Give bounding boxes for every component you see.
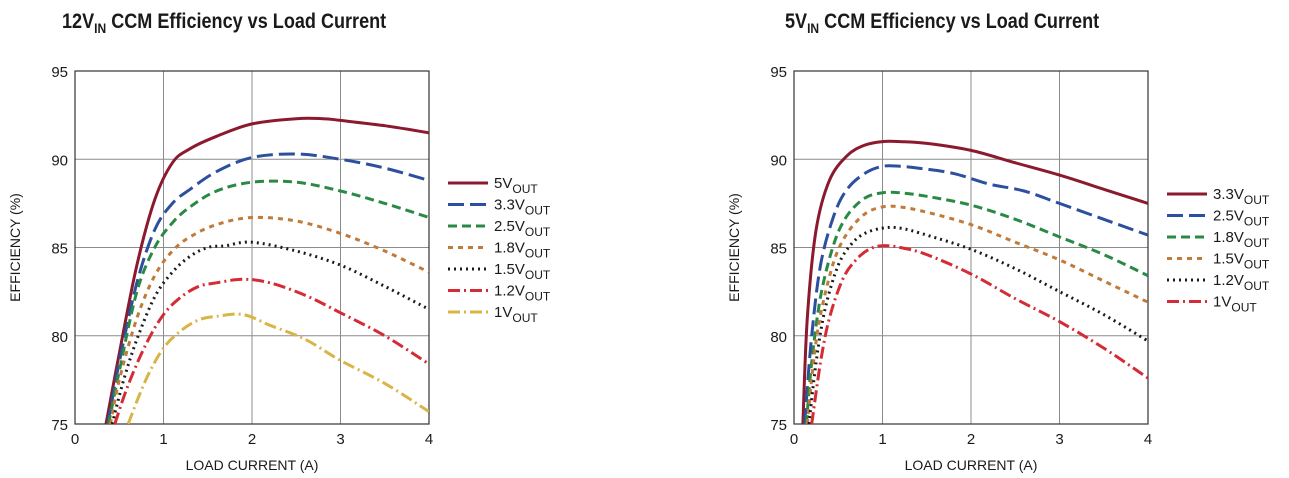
series-line-3-3vout bbox=[801, 139, 1148, 424]
y-tick-label: 85 bbox=[770, 241, 787, 258]
y-tick-label: 75 bbox=[51, 417, 68, 434]
legend-label: 2.5VOUT bbox=[1213, 208, 1270, 229]
x-tick-label: 3 bbox=[336, 431, 344, 448]
x-axis-label: LOAD CURRENT (A) bbox=[186, 457, 319, 473]
y-axis-label: EFFICIENCY (%) bbox=[7, 193, 23, 302]
series-line-1-8vout bbox=[804, 190, 1148, 424]
legend-label: 3.3VOUT bbox=[494, 197, 551, 218]
x-tick-label: 2 bbox=[248, 431, 256, 448]
legend-label: 3.3VOUT bbox=[1213, 186, 1270, 207]
y-tick-label: 95 bbox=[51, 64, 68, 81]
x-tick-label: 4 bbox=[425, 431, 433, 448]
legend-label: 1VOUT bbox=[494, 304, 538, 325]
series-line-1-2vout bbox=[807, 225, 1148, 424]
series-line-1vout bbox=[126, 312, 429, 424]
chart-1-title: 12VIN CCM Efficiency vs Load Current bbox=[62, 10, 387, 36]
x-tick-label: 1 bbox=[878, 431, 886, 448]
legend: 5VOUT3.3VOUT2.5VOUT1.8VOUT1.5VOUT1.2VOUT… bbox=[448, 175, 551, 325]
legend-label: 1.5VOUT bbox=[1213, 251, 1270, 272]
legend-label: 1.8VOUT bbox=[494, 240, 551, 261]
y-tick-label: 85 bbox=[51, 241, 68, 258]
x-tick-label: 2 bbox=[967, 431, 975, 448]
legend-label: 1.8VOUT bbox=[1213, 229, 1270, 250]
chart-2-title: 5VIN CCM Efficiency vs Load Current bbox=[785, 10, 1100, 36]
legend-label: 1.2VOUT bbox=[494, 283, 551, 304]
y-tick-label: 95 bbox=[770, 64, 787, 81]
x-tick-label: 0 bbox=[71, 431, 79, 448]
chart-2: 0 1 2 3 4 75 80 85 90 95 LOAD CURRENT (A) EFFICIENC… bbox=[726, 64, 1270, 473]
legend-label: 2.5VOUT bbox=[494, 218, 551, 239]
series-line-1vout bbox=[810, 244, 1148, 424]
y-tick-label: 75 bbox=[770, 417, 787, 434]
y-tick-label: 90 bbox=[770, 152, 787, 169]
y-tick-label: 80 bbox=[51, 329, 68, 346]
legend-label: 1.2VOUT bbox=[1213, 272, 1270, 293]
legend-label: 1.5VOUT bbox=[494, 261, 551, 282]
plot-frame bbox=[793, 70, 1149, 425]
y-axis-label: EFFICIENCY (%) bbox=[726, 193, 742, 302]
series-line-1-8vout bbox=[108, 215, 429, 424]
legend-label: 5VOUT bbox=[494, 175, 538, 196]
series-line-1-5vout bbox=[805, 204, 1148, 424]
x-tick-label: 0 bbox=[790, 431, 798, 448]
x-tick-label: 3 bbox=[1055, 431, 1063, 448]
series-line-3-3vout bbox=[106, 152, 429, 424]
x-tick-label: 1 bbox=[159, 431, 167, 448]
plot-frame bbox=[74, 70, 430, 425]
series-group bbox=[801, 139, 1148, 424]
x-axis-label: LOAD CURRENT (A) bbox=[905, 457, 1038, 473]
x-tick-label: 4 bbox=[1144, 431, 1152, 448]
series-line-2-5vout bbox=[107, 179, 429, 424]
series-line-5vout bbox=[104, 116, 429, 424]
y-tick-label: 90 bbox=[51, 152, 68, 169]
series-line-1-2vout bbox=[113, 277, 429, 424]
series-group bbox=[104, 116, 429, 424]
y-tick-label: 80 bbox=[770, 329, 787, 346]
chart-1: 0 1 2 3 4 75 80 85 90 95 LOAD CURRENT (A) EFFICIENC… bbox=[7, 64, 551, 473]
series-line-2-5vout bbox=[803, 164, 1148, 424]
legend-label: 1VOUT bbox=[1213, 294, 1257, 315]
